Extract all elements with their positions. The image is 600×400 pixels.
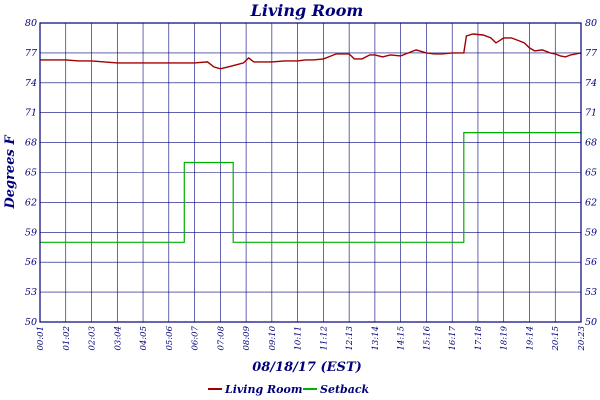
y-tick-label: 53 [25, 287, 37, 298]
y-tick-label: 77 [585, 48, 598, 59]
x-tick-label: 09:10 [268, 325, 278, 350]
y-tick-label: 65 [25, 168, 37, 179]
y-tick-labels-left: 80 77 74 71 68 65 62 59 56 53 50 [25, 18, 38, 328]
y-tick-label: 50 [585, 317, 597, 328]
x-tick-label: 08:09 [242, 325, 252, 350]
y-axis-label: Degrees F [3, 135, 18, 210]
y-tick-label: 65 [585, 168, 597, 179]
legend-label-living-room: Living Room [224, 383, 302, 396]
legend: Living Room Setback [208, 383, 370, 396]
y-tick-label: 77 [25, 48, 38, 59]
y-tick-label: 56 [25, 257, 37, 268]
x-tick-label: 20:23 [577, 326, 587, 352]
x-tick-label: 02:03 [88, 326, 98, 351]
x-tick-label: 06:07 [191, 325, 201, 350]
series-line-living-room [40, 33, 582, 70]
x-tick-label: 05:06 [165, 325, 175, 350]
x-tick-label: 18:19 [500, 325, 510, 350]
x-tick-label: 16:17 [448, 325, 458, 350]
y-tick-label: 59 [25, 227, 37, 238]
series-layer [40, 33, 582, 243]
y-tick-label: 71 [25, 108, 37, 119]
grid [39, 22, 582, 323]
y-tick-label: 50 [25, 317, 37, 328]
y-tick-label: 53 [585, 287, 597, 298]
x-tick-label: 19:14 [525, 326, 535, 351]
y-tick-label: 71 [585, 108, 597, 119]
x-tick-label: 00:01 [36, 326, 46, 351]
y-tick-label: 68 [585, 138, 597, 149]
legend-label-setback: Setback [320, 383, 370, 396]
y-tick-label: 62 [585, 197, 597, 208]
x-tick-label: 10:11 [294, 326, 304, 351]
x-tick-label: 12:13 [345, 326, 355, 351]
plot-frame [39, 22, 582, 323]
y-tick-label: 74 [25, 78, 37, 89]
chart-title: Living Room [250, 1, 364, 20]
x-tick-label: 04:05 [139, 326, 149, 351]
x-tick-label: 17:18 [474, 325, 484, 350]
x-tick-label: 13:14 [371, 326, 381, 351]
y-tick-label: 68 [25, 138, 37, 149]
x-tick-label: 20:15 [551, 326, 561, 352]
x-tick-label: 14:15 [397, 326, 407, 351]
series-line-setback [40, 132, 581, 243]
y-tick-label: 74 [585, 78, 597, 89]
y-tick-label: 59 [585, 227, 597, 238]
x-tick-label: 01:02 [62, 326, 72, 351]
y-tick-label: 80 [585, 18, 597, 29]
x-axis-label: 08/18/17 (EST) [252, 360, 362, 375]
x-tick-label: 11:12 [319, 326, 329, 351]
x-tick-label: 15:16 [422, 325, 432, 350]
x-tick-labels: 00:01 01:02 02:03 03:04 04:05 05:06 06:07 07:08… [36, 325, 587, 351]
y-tick-label: 80 [25, 18, 37, 29]
x-tick-label: 03:04 [113, 326, 123, 351]
y-tick-labels-right: 80 77 74 71 68 65 62 59 56 53 50 [585, 18, 598, 328]
x-tick-label: 07:08 [216, 325, 226, 350]
y-tick-label: 56 [585, 257, 597, 268]
y-tick-label: 62 [25, 197, 37, 208]
